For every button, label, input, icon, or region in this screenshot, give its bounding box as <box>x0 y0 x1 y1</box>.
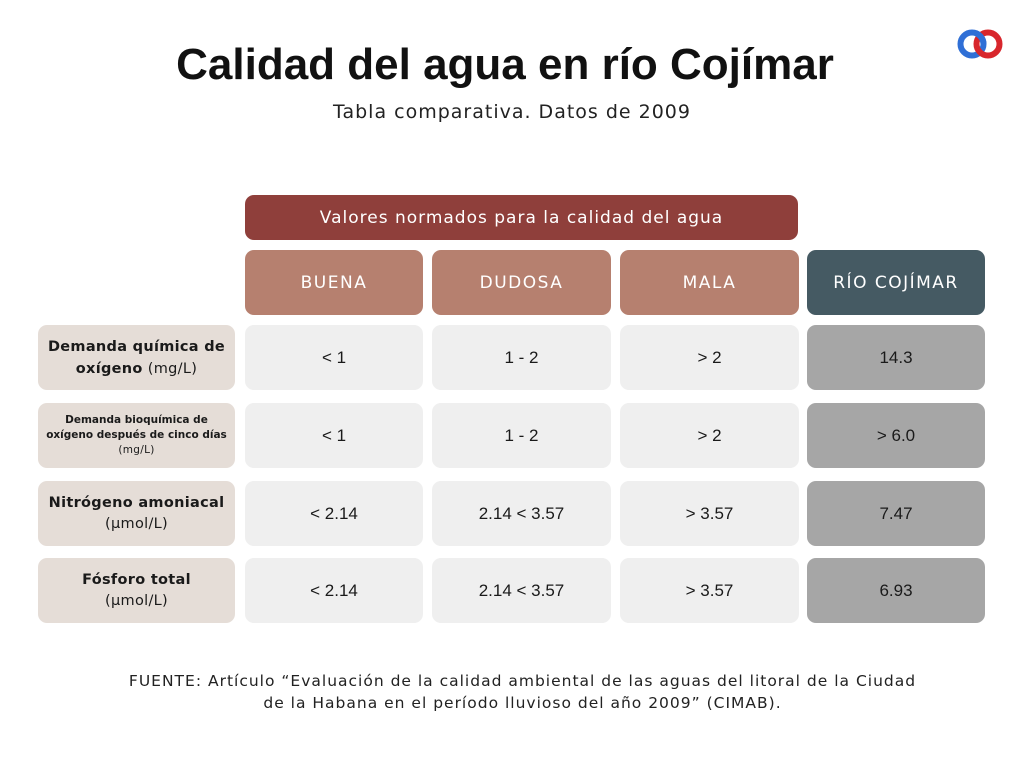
brand-logo-icon <box>957 29 1003 59</box>
table-cell: > 2 <box>620 325 799 390</box>
row-label-text: Fósforo total <box>82 571 191 588</box>
table-cell: 2.14 < 3.57 <box>432 481 611 546</box>
table-cell-rio: 7.47 <box>807 481 985 546</box>
row-label-text: Demanda bioquímica de oxígeno después de… <box>46 414 227 441</box>
norm-values-header: Valores normados para la calidad del agu… <box>245 195 798 240</box>
table-cell: 1 - 2 <box>432 403 611 468</box>
row-label-unit: (mg/L) <box>147 360 198 377</box>
page-subtitle: Tabla comparativa. Datos de 2009 <box>333 101 691 123</box>
table-cell: 1 - 2 <box>432 325 611 390</box>
row-label-unit: (μmol/L) <box>105 592 168 609</box>
column-header-mala: MALA <box>620 250 799 315</box>
table-cell: > 3.57 <box>620 481 799 546</box>
row-label-demanda-quimica: Demanda química de oxígeno (mg/L) <box>38 325 235 390</box>
column-header-buena: BUENA <box>245 250 423 315</box>
table-cell-rio: 6.93 <box>807 558 985 623</box>
source-note: FUENTE: Artículo “Evaluación de la calid… <box>128 672 917 712</box>
column-header-dudosa: DUDOSA <box>432 250 611 315</box>
table-cell: < 1 <box>245 403 423 468</box>
table-cell: < 2.14 <box>245 558 423 623</box>
table-cell: < 1 <box>245 325 423 390</box>
row-label-text: Nitrógeno amoniacal <box>48 494 225 511</box>
row-label-demanda-bioquimica: Demanda bioquímica de oxígeno después de… <box>38 403 235 468</box>
row-label-unit: (mg/L) <box>118 444 155 456</box>
row-label-fosforo: Fósforo total (μmol/L) <box>38 558 235 623</box>
row-label-text: Demanda química de oxígeno <box>47 338 226 377</box>
table-cell-rio: > 6.0 <box>807 403 985 468</box>
table-cell: < 2.14 <box>245 481 423 546</box>
row-label-nitrogeno: Nitrógeno amoniacal (μmol/L) <box>38 481 235 546</box>
row-label-unit: (μmol/L) <box>105 515 168 532</box>
table-cell-rio: 14.3 <box>807 325 985 390</box>
table-cell: 2.14 < 3.57 <box>432 558 611 623</box>
page-title: Calidad del agua en río Cojímar <box>176 40 834 89</box>
table-cell: > 2 <box>620 403 799 468</box>
table-cell: > 3.57 <box>620 558 799 623</box>
column-header-rio-cojimar: RÍO COJÍMAR <box>807 250 985 315</box>
